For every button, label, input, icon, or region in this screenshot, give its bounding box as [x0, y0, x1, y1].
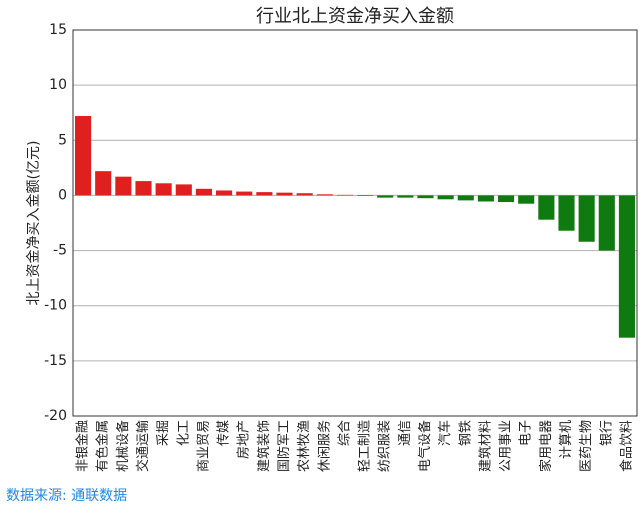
x-tick-label: 农林牧渔 — [297, 420, 312, 472]
x-tick-label: 非银金融 — [75, 420, 91, 472]
bar — [538, 195, 555, 220]
x-tick-label: 家用电器 — [538, 420, 554, 472]
bar — [397, 195, 414, 198]
x-tick-label: 商业贸易 — [196, 420, 211, 472]
y-axis-label: 北上资金净买入金额(亿元) — [26, 141, 42, 306]
bar — [598, 195, 615, 251]
y-tick-label: 0 — [58, 187, 67, 203]
x-tick-label: 国防军工 — [276, 420, 292, 472]
bar — [155, 183, 172, 196]
y-tick-label: -10 — [44, 298, 67, 314]
source-note: 数据来源: 通联数据 — [6, 488, 127, 504]
x-tick-label: 传媒 — [217, 420, 232, 446]
bar — [135, 181, 152, 196]
x-tick-label: 采掘 — [156, 420, 171, 446]
bar — [457, 195, 474, 201]
x-tick-label: 汽车 — [437, 420, 453, 446]
x-tick-label: 通信 — [398, 420, 413, 446]
y-tick-label: 15 — [49, 22, 67, 38]
x-tick-label: 计算机 — [559, 420, 574, 459]
x-tick-label: 交通运输 — [135, 420, 151, 472]
bar — [95, 171, 112, 196]
bar — [357, 195, 374, 196]
x-tick-label: 银行 — [599, 420, 614, 446]
y-tick-label: -5 — [53, 243, 67, 259]
bar — [518, 195, 535, 204]
bar — [115, 176, 132, 196]
bar — [477, 195, 494, 202]
x-tick-label: 化工 — [176, 420, 191, 446]
x-tick-label: 食品饮料 — [618, 420, 634, 472]
bar — [276, 192, 293, 196]
x-tick-label: 房地产 — [236, 420, 252, 459]
x-tick-label: 休闲服务 — [316, 420, 332, 472]
x-tick-label: 综合 — [337, 420, 352, 446]
bar — [236, 191, 253, 196]
y-tick-label: -15 — [44, 353, 67, 369]
bar — [558, 195, 575, 231]
bar — [336, 194, 353, 196]
bar — [256, 192, 273, 196]
bar — [618, 195, 635, 338]
bar — [316, 194, 333, 196]
bar — [578, 195, 595, 242]
x-tick-label: 电气设备 — [417, 420, 433, 472]
x-tick-label: 纺织服装 — [378, 420, 393, 472]
chart-title: 行业北上资金净买入金额 — [256, 6, 454, 27]
bar — [498, 195, 515, 203]
x-tick-label: 建筑材料 — [477, 420, 493, 472]
x-tick-label: 有色金属 — [95, 420, 111, 472]
bar — [296, 193, 313, 196]
bar — [195, 188, 212, 196]
y-tick-label: -20 — [44, 408, 67, 424]
bar — [417, 195, 434, 199]
x-tick-label: 医药生物 — [579, 420, 594, 472]
x-tick-label: 建筑装饰 — [256, 420, 272, 472]
bar — [75, 116, 92, 196]
bar — [377, 195, 394, 198]
y-tick-label: 5 — [58, 132, 67, 148]
bar — [216, 190, 233, 196]
bar — [437, 195, 454, 200]
x-tick-label: 机械设备 — [115, 420, 131, 472]
x-tick-label: 公用事业 — [499, 420, 514, 472]
bar — [175, 184, 192, 196]
x-tick-label: 轻工制造 — [358, 420, 373, 472]
plot-frame — [72, 29, 638, 417]
y-tick-label: 10 — [49, 77, 67, 93]
x-tick-label: 电子 — [519, 420, 534, 446]
x-tick-label: 钢铁 — [458, 420, 473, 446]
